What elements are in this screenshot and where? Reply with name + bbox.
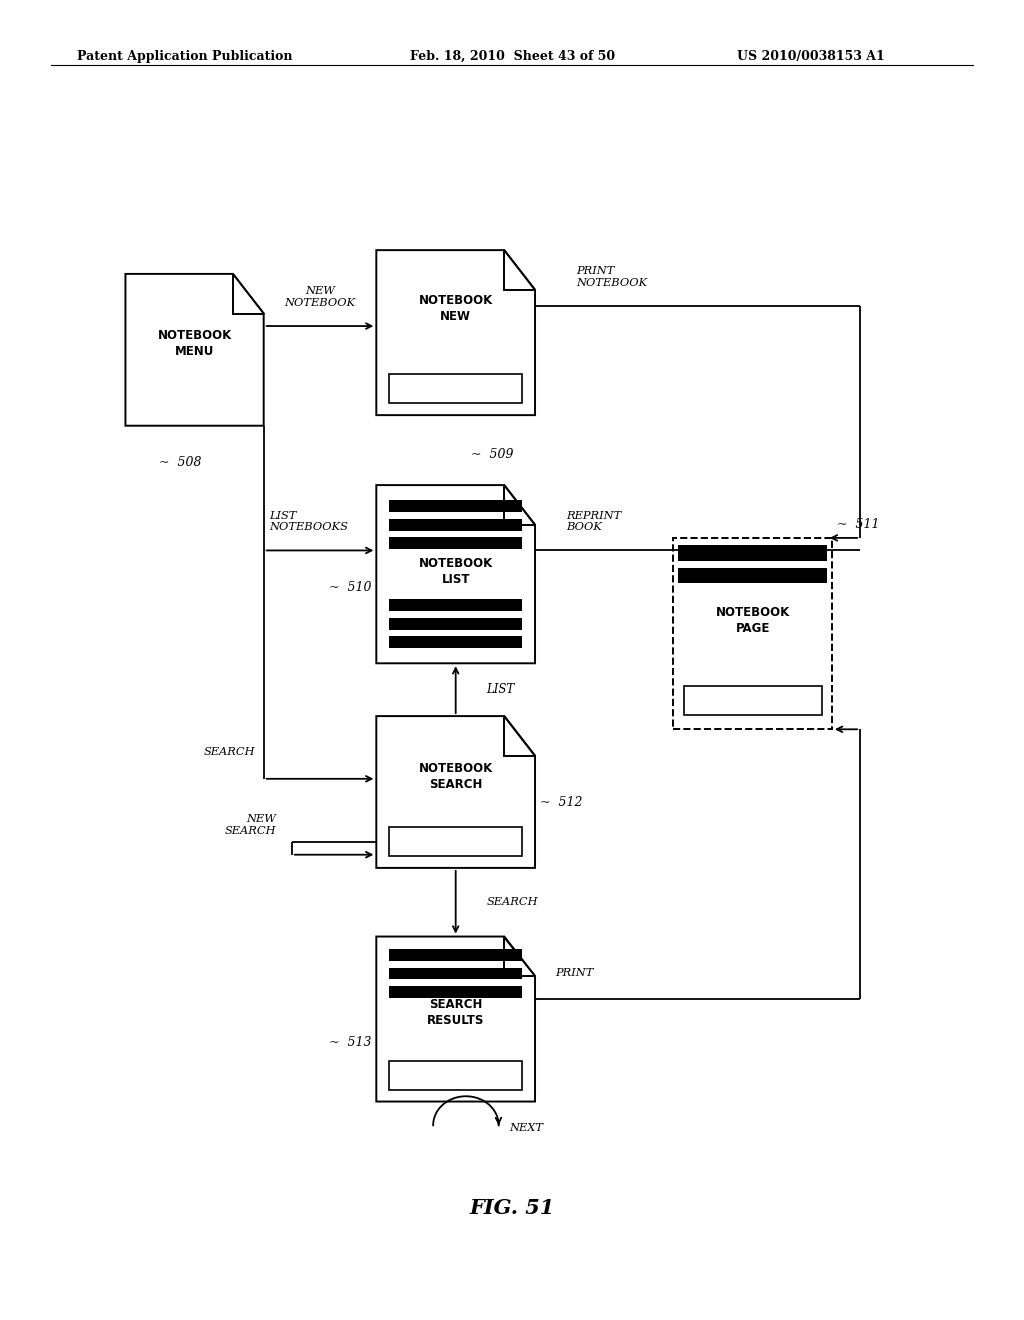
Polygon shape <box>377 937 535 1101</box>
Bar <box>389 636 522 648</box>
Text: PRINT
NOTEBOOK: PRINT NOTEBOOK <box>575 267 647 288</box>
Polygon shape <box>504 251 535 290</box>
Polygon shape <box>125 275 264 425</box>
Text: NOTEBOOK
PAGE: NOTEBOOK PAGE <box>716 606 790 635</box>
Bar <box>389 968 522 979</box>
Text: US 2010/0038153 A1: US 2010/0038153 A1 <box>737 50 885 63</box>
Text: REPRINT
BOOK: REPRINT BOOK <box>565 511 621 532</box>
Text: FIG. 51: FIG. 51 <box>469 1197 555 1218</box>
Bar <box>678 568 827 583</box>
Bar <box>389 949 522 961</box>
Polygon shape <box>504 715 535 755</box>
Bar <box>389 537 522 549</box>
Text: ~  509: ~ 509 <box>471 449 514 461</box>
Polygon shape <box>233 275 264 314</box>
Text: NOTEBOOK
LIST: NOTEBOOK LIST <box>419 557 493 586</box>
Bar <box>389 519 522 531</box>
Bar <box>389 375 522 404</box>
Text: NEW
SEARCH: NEW SEARCH <box>225 814 276 836</box>
Bar <box>389 986 522 998</box>
Text: SEARCH
RESULTS: SEARCH RESULTS <box>427 998 484 1027</box>
Bar <box>684 685 821 715</box>
Polygon shape <box>377 486 535 664</box>
Polygon shape <box>504 937 535 977</box>
Bar <box>674 537 831 729</box>
Text: ~  512: ~ 512 <box>541 796 583 809</box>
Text: NEW
NOTEBOOK: NEW NOTEBOOK <box>285 286 355 308</box>
Text: SEARCH: SEARCH <box>486 898 538 907</box>
Text: Patent Application Publication: Patent Application Publication <box>77 50 292 63</box>
Polygon shape <box>377 715 535 869</box>
Text: Feb. 18, 2010  Sheet 43 of 50: Feb. 18, 2010 Sheet 43 of 50 <box>410 50 614 63</box>
Bar <box>389 500 522 512</box>
Bar <box>389 1061 522 1090</box>
Text: NEXT: NEXT <box>509 1123 543 1133</box>
Polygon shape <box>377 251 535 414</box>
Polygon shape <box>504 486 535 525</box>
Bar <box>389 599 522 611</box>
Text: ~  511: ~ 511 <box>838 519 880 531</box>
Text: PRINT: PRINT <box>555 968 594 978</box>
Bar <box>389 618 522 630</box>
Text: NOTEBOOK
MENU: NOTEBOOK MENU <box>158 329 231 358</box>
Text: NOTEBOOK
NEW: NOTEBOOK NEW <box>419 294 493 323</box>
Text: ~  508: ~ 508 <box>159 457 202 469</box>
Bar <box>389 826 522 855</box>
Text: SEARCH: SEARCH <box>204 747 256 758</box>
Text: ~  513: ~ 513 <box>329 1036 371 1049</box>
Text: LIST: LIST <box>486 684 515 696</box>
Bar <box>678 545 827 561</box>
Text: LIST
NOTEBOOKS: LIST NOTEBOOKS <box>268 511 348 532</box>
Text: NOTEBOOK
SEARCH: NOTEBOOK SEARCH <box>419 762 493 791</box>
Text: ~  510: ~ 510 <box>329 581 371 594</box>
